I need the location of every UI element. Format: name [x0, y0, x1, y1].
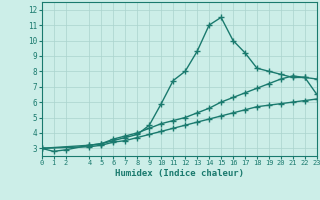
X-axis label: Humidex (Indice chaleur): Humidex (Indice chaleur) — [115, 169, 244, 178]
